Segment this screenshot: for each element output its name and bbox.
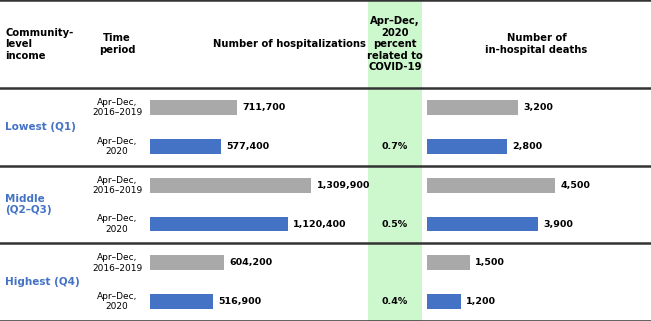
Text: Community-
level
income: Community- level income [5, 28, 74, 61]
Text: 1,309,900: 1,309,900 [316, 181, 370, 190]
Bar [150, 139, 221, 154]
Text: Apr–Dec,
2016–2019: Apr–Dec, 2016–2019 [92, 98, 143, 117]
Bar [368, 0, 422, 321]
Text: Apr–Dec,
2016–2019: Apr–Dec, 2016–2019 [92, 253, 143, 273]
Text: 1,120,400: 1,120,400 [293, 220, 346, 229]
Bar [427, 217, 538, 231]
Text: 577,400: 577,400 [226, 142, 270, 151]
Text: 516,900: 516,900 [219, 297, 262, 306]
Bar [427, 294, 461, 309]
Text: 2,800: 2,800 [512, 142, 542, 151]
Text: 1,200: 1,200 [466, 297, 496, 306]
Bar [427, 100, 518, 115]
Text: Time
period: Time period [99, 33, 135, 55]
Bar [150, 100, 238, 115]
Text: 3,900: 3,900 [543, 220, 573, 229]
Text: 3,200: 3,200 [523, 103, 553, 112]
Text: 0.4%: 0.4% [381, 297, 408, 306]
Text: Number of
in-hospital deaths: Number of in-hospital deaths [485, 33, 588, 55]
Text: 1,500: 1,500 [475, 258, 505, 267]
Text: 711,700: 711,700 [243, 103, 286, 112]
Text: Number of hospitalizations: Number of hospitalizations [213, 39, 366, 49]
Bar [150, 217, 288, 231]
Text: 0.7%: 0.7% [381, 142, 408, 151]
Text: 0.5%: 0.5% [381, 220, 408, 229]
Bar [150, 256, 224, 270]
Bar [150, 294, 214, 309]
Text: Apr–Dec,
2020: Apr–Dec, 2020 [97, 137, 137, 156]
Text: 604,200: 604,200 [229, 258, 273, 267]
Bar [427, 139, 506, 154]
Text: Apr–Dec,
2020
percent
related to
COVID-19: Apr–Dec, 2020 percent related to COVID-1… [367, 16, 422, 72]
Text: Middle
(Q2–Q3): Middle (Q2–Q3) [5, 194, 52, 215]
Text: 4,500: 4,500 [560, 181, 590, 190]
Text: Apr–Dec,
2020: Apr–Dec, 2020 [97, 214, 137, 234]
Text: Highest (Q4): Highest (Q4) [5, 277, 80, 287]
Bar [427, 256, 469, 270]
Text: Lowest (Q1): Lowest (Q1) [5, 122, 76, 132]
Bar [150, 178, 311, 193]
Text: Apr–Dec,
2020: Apr–Dec, 2020 [97, 292, 137, 311]
Bar [427, 178, 555, 193]
Text: Apr–Dec,
2016–2019: Apr–Dec, 2016–2019 [92, 176, 143, 195]
